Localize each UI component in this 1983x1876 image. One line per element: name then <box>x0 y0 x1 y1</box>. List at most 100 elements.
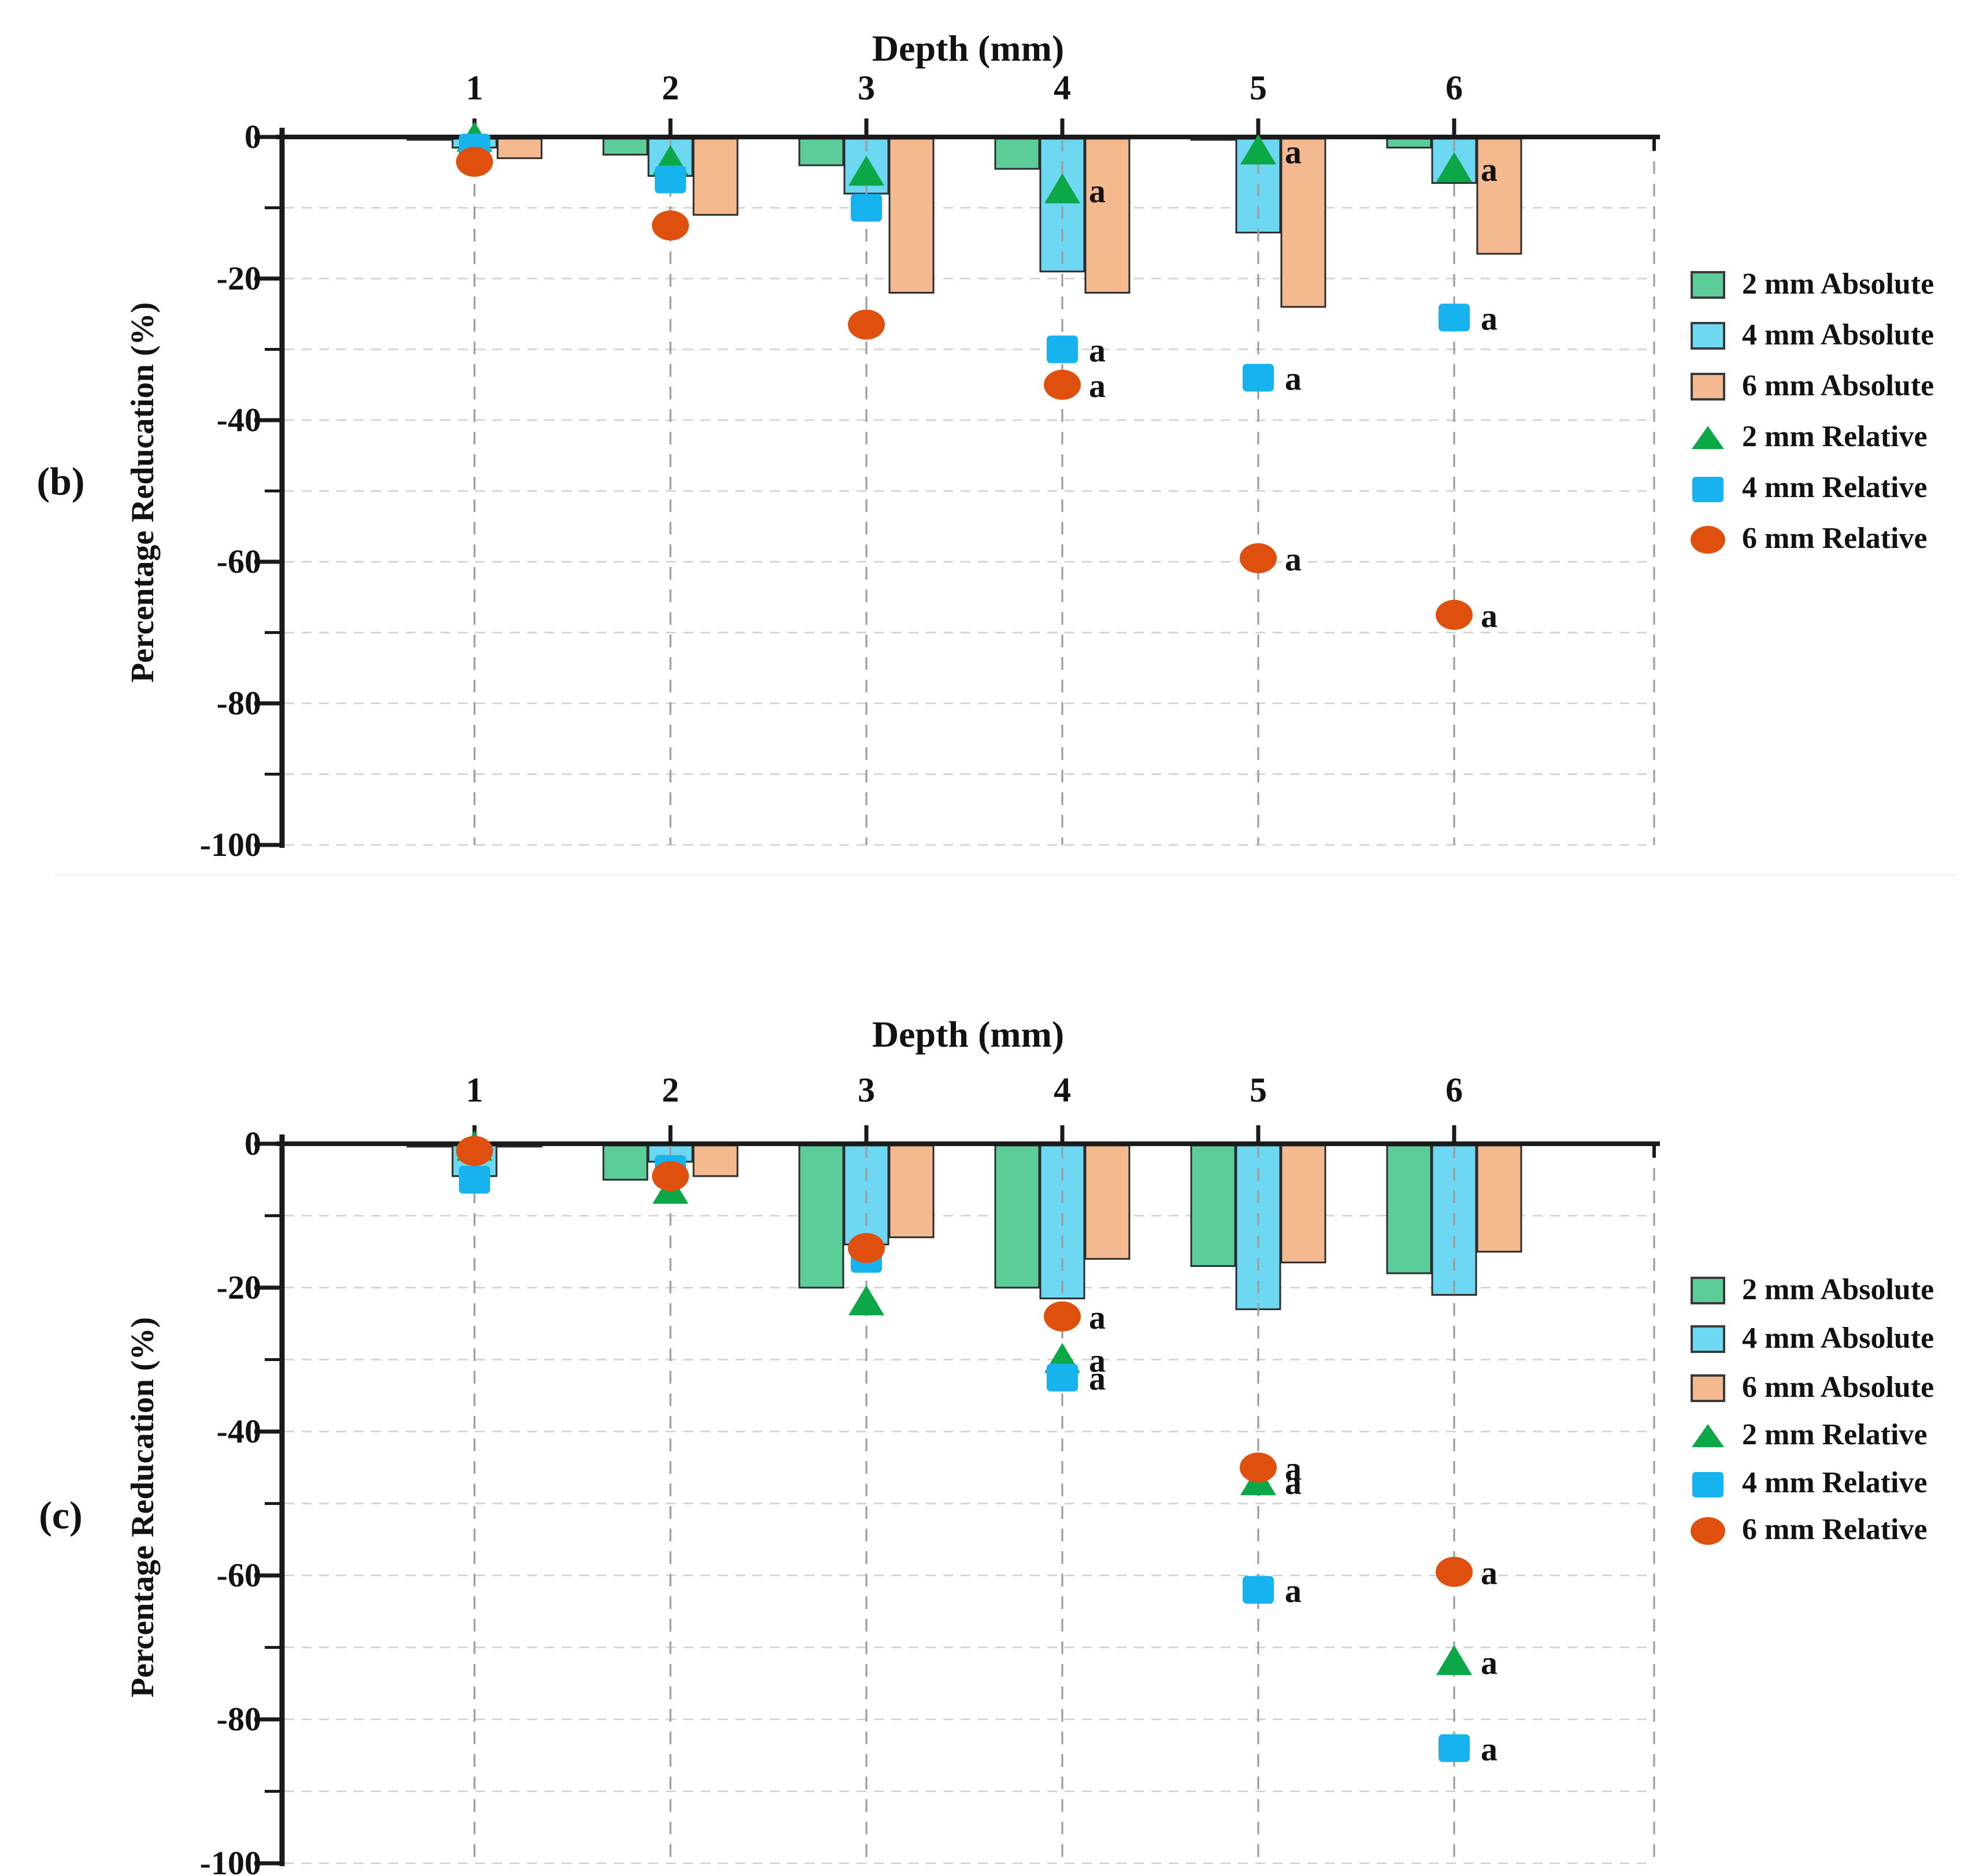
legend-item-label: 4 mm Absolute <box>1742 1322 1934 1355</box>
significance-annotation: a <box>1285 1449 1302 1487</box>
bar-2-mm-absolute-depth-4 <box>994 138 1040 170</box>
y-tick-label: 0 <box>244 118 261 155</box>
marker-2-mm-relative-depth-3 <box>848 155 884 186</box>
x-tick-label: 2 <box>662 1071 679 1109</box>
significance-annotation: a <box>1089 1342 1106 1380</box>
bar-2-mm-absolute-depth-6 <box>1386 1144 1432 1274</box>
significance-annotation: a <box>1089 332 1106 369</box>
significance-annotation: a <box>1481 151 1498 188</box>
marker-4-mm-relative-depth-5 <box>1243 1575 1274 1604</box>
x-tick-label: 6 <box>1445 69 1463 107</box>
y-tick-label: 0 <box>244 1125 261 1162</box>
legend-item-4-mm-relative: 4 mm Relative <box>1689 464 1928 512</box>
bar-6-mm-absolute-depth-4 <box>1084 138 1131 294</box>
significance-annotation: a <box>1285 540 1302 578</box>
y-tick-label: -80 <box>216 684 261 722</box>
marker-2-mm-relative-depth-6 <box>1436 152 1472 183</box>
bar-6-mm-absolute-depth-2 <box>692 138 739 216</box>
chart-b-title: Depth (mm) <box>872 28 1065 69</box>
marker-6-mm-relative-depth-5 <box>1240 1452 1277 1483</box>
chart-c-title: Depth (mm) <box>872 1014 1065 1055</box>
y-tick-label: -20 <box>216 259 261 297</box>
y-tick-label: -60 <box>216 1556 261 1594</box>
legend-item-label: 4 mm Relative <box>1742 471 1928 504</box>
significance-annotation: a <box>1481 299 1498 337</box>
legend-item-label: 4 mm Absolute <box>1742 318 1934 351</box>
legend-bar-swatch-icon <box>1691 1374 1725 1402</box>
y-tick-label: -40 <box>216 1412 261 1450</box>
legend-item-2-mm-absolute: 2 mm Absolute <box>1689 1266 1934 1314</box>
legend-item-label: 6 mm Absolute <box>1742 369 1934 402</box>
bar-6-mm-absolute-depth-1 <box>496 138 543 160</box>
legend-item-6-mm-relative: 6 mm Relative <box>1689 1506 1928 1554</box>
significance-annotation: a <box>1481 1730 1498 1768</box>
legend-item-label: 2 mm Absolute <box>1742 1273 1934 1306</box>
legend-item-label: 2 mm Absolute <box>1742 268 1934 301</box>
marker-4-mm-relative-depth-4 <box>1047 335 1078 364</box>
legend-item-4-mm-absolute: 4 mm Absolute <box>1689 1314 1934 1363</box>
marker-6-mm-relative-depth-2 <box>652 210 689 241</box>
marker-6-mm-relative-depth-3 <box>848 309 885 340</box>
bar-2-mm-absolute-depth-3 <box>798 138 844 166</box>
significance-annotation: a <box>1481 597 1498 635</box>
y-axis-title: Percentage Reducation (%) <box>125 302 161 683</box>
legend-item-2-mm-absolute: 2 mm Absolute <box>1689 260 1934 309</box>
legend-item-6-mm-relative: 6 mm Relative <box>1689 514 1928 563</box>
legend-square-icon <box>1692 1472 1723 1497</box>
bar-6-mm-absolute-depth-6 <box>1476 1144 1522 1253</box>
bar-6-mm-absolute-depth-5 <box>1280 1144 1326 1263</box>
legend-item-6-mm-absolute: 6 mm Absolute <box>1689 1363 1934 1412</box>
legend-bar-swatch-icon <box>1691 373 1725 401</box>
legend-bar-swatch-icon <box>1691 1325 1725 1353</box>
marker-4-mm-relative-depth-6 <box>1439 1734 1470 1762</box>
legend-item-label: 6 mm Absolute <box>1742 1371 1934 1404</box>
y-tick-label: -100 <box>199 1844 261 1876</box>
marker-6-mm-relative-depth-4 <box>1044 369 1081 400</box>
legend-item-4-mm-relative: 4 mm Relative <box>1689 1459 1928 1507</box>
legend-item-label: 6 mm Relative <box>1742 522 1928 555</box>
bar-6-mm-absolute-depth-3 <box>888 138 935 294</box>
marker-4-mm-relative-depth-3 <box>851 194 882 222</box>
bar-2-mm-absolute-depth-2 <box>602 1144 648 1181</box>
marker-4-mm-relative-depth-4 <box>1047 1363 1078 1392</box>
marker-6-mm-relative-depth-2 <box>652 1161 689 1192</box>
legend-item-label: 6 mm Relative <box>1742 1513 1928 1546</box>
legend-item-2-mm-relative: 2 mm Relative <box>1689 413 1928 461</box>
bar-2-mm-absolute-depth-5 <box>1190 1144 1236 1267</box>
x-tick-label: 5 <box>1250 69 1267 107</box>
marker-2-mm-relative-depth-4 <box>1044 173 1080 203</box>
significance-annotation: a <box>1089 1299 1106 1336</box>
bar-6-mm-absolute-depth-3 <box>888 1144 935 1239</box>
x-tick-label: 1 <box>466 69 483 107</box>
marker-4-mm-relative-depth-5 <box>1243 364 1274 392</box>
marker-2-mm-relative-depth-6 <box>1436 1645 1472 1675</box>
legend-circle-icon <box>1691 1517 1725 1545</box>
y-tick-label: -40 <box>216 401 261 439</box>
y-axis-title: Percentage Reducation (%) <box>125 1317 161 1698</box>
bar-2-mm-absolute-depth-4 <box>994 1144 1040 1289</box>
marker-2-mm-relative-depth-3 <box>848 1285 884 1315</box>
legend-bar-swatch-icon <box>1691 271 1725 299</box>
x-tick-label: 4 <box>1054 69 1071 107</box>
y-tick-label: -20 <box>216 1269 261 1306</box>
marker-6-mm-relative-depth-1 <box>456 1136 493 1166</box>
bar-6-mm-absolute-depth-5 <box>1280 138 1326 308</box>
significance-annotation: a <box>1285 1464 1302 1501</box>
bar-2-mm-absolute-depth-6 <box>1386 138 1432 149</box>
y-tick-label: -100 <box>199 826 261 863</box>
panel-divider <box>55 874 1956 876</box>
x-tick-label: 3 <box>858 1071 875 1109</box>
significance-annotation: a <box>1089 367 1106 405</box>
marker-6-mm-relative-depth-4 <box>1044 1301 1081 1332</box>
legend-circle-icon <box>1691 526 1725 554</box>
legend-item-6-mm-absolute: 6 mm Absolute <box>1689 362 1934 410</box>
marker-6-mm-relative-depth-6 <box>1436 1556 1473 1587</box>
panel-label-c: (c) <box>39 1493 83 1537</box>
x-tick-label: 4 <box>1054 1071 1071 1109</box>
marker-6-mm-relative-depth-1 <box>456 146 493 177</box>
marker-6-mm-relative-depth-5 <box>1240 543 1277 573</box>
significance-annotation: a <box>1285 360 1302 398</box>
x-tick-label: 6 <box>1445 1071 1463 1109</box>
